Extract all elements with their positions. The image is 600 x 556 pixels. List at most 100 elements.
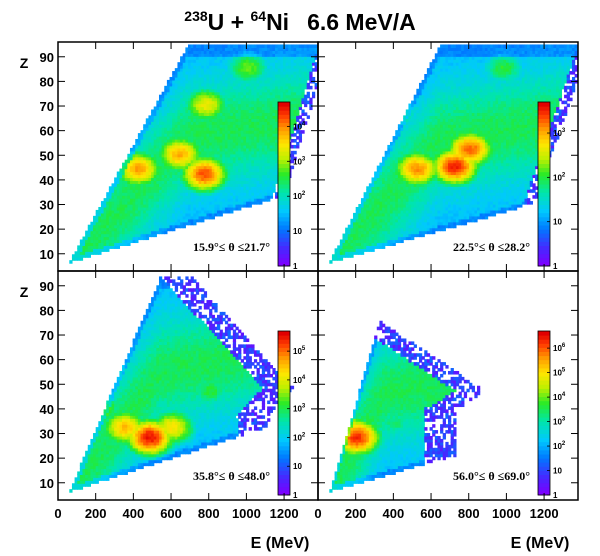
heatmap-cell <box>285 79 289 84</box>
heatmap-cell <box>132 221 136 226</box>
heatmap-cell <box>259 201 263 205</box>
heatmap-cell <box>169 94 173 99</box>
heatmap-cell <box>211 100 215 105</box>
heatmap-cell <box>145 180 150 184</box>
heatmap-cell <box>379 177 383 181</box>
heatmap-cell <box>421 88 425 93</box>
heatmap-cell <box>177 174 181 179</box>
heatmap-cell <box>368 242 373 246</box>
heatmap-cell <box>227 74 231 78</box>
heatmap-cell <box>148 221 152 226</box>
heatmap-cell <box>389 201 394 205</box>
heatmap-cell <box>161 133 165 137</box>
heatmap-cell <box>240 112 244 116</box>
heatmap-cell <box>188 103 192 108</box>
heatmap-cell <box>366 198 370 202</box>
heatmap-cell <box>230 130 234 134</box>
heatmap-cell <box>127 165 131 170</box>
heatmap-cell <box>193 198 197 202</box>
heatmap-cell <box>98 242 102 246</box>
heatmap-cell <box>272 94 276 99</box>
heatmap-cell <box>395 141 399 146</box>
heatmap-cell <box>232 136 237 140</box>
heatmap-cell <box>90 251 94 255</box>
heatmap-cell <box>418 94 423 99</box>
heatmap-cell <box>248 153 252 158</box>
heatmap-cell <box>366 248 370 252</box>
heatmap-cell <box>392 139 396 143</box>
heatmap-cell <box>240 174 244 179</box>
heatmap-cell <box>106 242 110 246</box>
heatmap-cell <box>201 136 205 140</box>
heatmap-cell <box>353 251 357 255</box>
heatmap-cell <box>311 59 316 63</box>
heatmap-cell <box>164 91 168 96</box>
heatmap-cell <box>235 150 239 155</box>
heatmap-cell <box>217 56 221 60</box>
heatmap-cell <box>418 109 423 114</box>
heatmap-cell <box>371 245 375 249</box>
heatmap-cell <box>122 230 126 235</box>
heatmap-cell <box>421 174 425 179</box>
heatmap-cell <box>421 162 425 167</box>
heatmap-cell <box>429 204 433 208</box>
heatmap-cell <box>156 121 160 125</box>
heatmap-cell <box>416 153 420 158</box>
heatmap-cell <box>222 141 226 146</box>
heatmap-cell <box>269 68 274 72</box>
heatmap-cell <box>240 168 244 173</box>
heatmap-cell <box>232 165 237 170</box>
heatmap-cell <box>166 183 171 187</box>
heatmap-cell <box>314 47 318 51</box>
heatmap-cell <box>143 171 147 176</box>
heatmap-cell <box>395 198 399 202</box>
heatmap-cell <box>384 224 388 229</box>
heatmap-cell <box>342 254 346 258</box>
heatmap-cell <box>240 177 244 181</box>
heatmap-cell <box>211 130 215 134</box>
heatmap-cell <box>426 215 431 220</box>
heatmap-cell <box>90 242 94 246</box>
heatmap-cell <box>177 221 181 226</box>
heatmap-cell <box>368 227 373 232</box>
heatmap-cell <box>174 141 179 146</box>
heatmap-cell <box>214 204 218 208</box>
heatmap-cell <box>111 230 115 235</box>
heatmap-cell <box>169 127 173 131</box>
heatmap-cell <box>306 62 310 66</box>
heatmap-cell <box>421 118 425 122</box>
heatmap-cell <box>301 82 305 87</box>
heatmap-cell <box>256 147 260 152</box>
heatmap-cell <box>253 91 258 96</box>
heatmap-cell <box>240 153 244 158</box>
heatmap-cell <box>106 209 110 214</box>
heatmap-cell <box>135 236 139 241</box>
heatmap-cell <box>193 68 197 72</box>
heatmap-cell <box>403 189 407 193</box>
heatmap-cell <box>408 192 412 196</box>
heatmap-cell <box>421 195 425 199</box>
heatmap-cell <box>400 133 404 137</box>
heatmap-cell <box>222 168 226 173</box>
heatmap-cell <box>371 180 375 184</box>
heatmap-cell <box>180 91 184 96</box>
heatmap-cell <box>145 127 150 131</box>
heatmap-cell <box>311 50 316 54</box>
heatmap-cell <box>246 183 250 187</box>
heatmap-cell <box>371 212 375 217</box>
heatmap-cell <box>206 165 210 170</box>
heatmap-cell <box>238 195 242 199</box>
heatmap-cell <box>379 183 383 187</box>
heatmap-cell <box>413 106 417 111</box>
heatmap-cell <box>193 79 197 84</box>
heatmap-cell <box>188 65 192 69</box>
heatmap-cell <box>400 212 404 217</box>
heatmap-cell <box>203 189 208 193</box>
heatmap-cell <box>363 248 367 252</box>
heatmap-cell <box>114 186 118 190</box>
heatmap-cell <box>209 88 213 93</box>
heatmap-cell <box>222 201 226 205</box>
heatmap-cell <box>261 168 266 173</box>
heatmap-cell <box>161 121 165 125</box>
heatmap-cell <box>248 74 252 78</box>
